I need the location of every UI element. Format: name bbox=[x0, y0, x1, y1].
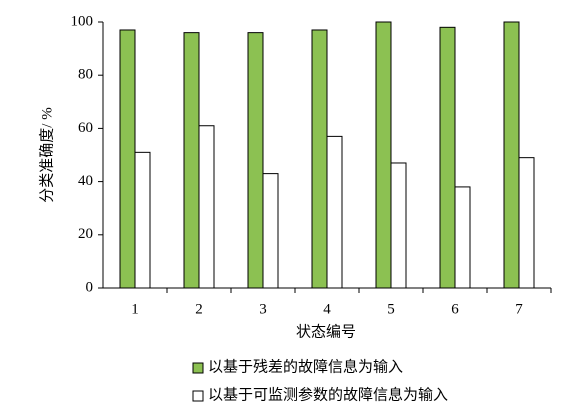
legend-swatch bbox=[192, 390, 204, 402]
y-tick-label: 40 bbox=[78, 173, 93, 189]
bar bbox=[134, 151, 151, 289]
x-tick-label: 3 bbox=[259, 301, 267, 317]
bar bbox=[247, 32, 264, 289]
x-tick-label: 7 bbox=[515, 301, 523, 317]
legend-label: 以基于残差的故障信息为输入 bbox=[208, 357, 403, 375]
bar bbox=[311, 29, 328, 289]
y-tick-label: 80 bbox=[78, 67, 93, 83]
x-tick-label: 6 bbox=[451, 301, 459, 317]
x-tick-label: 2 bbox=[195, 301, 203, 317]
bar bbox=[326, 135, 343, 289]
y-tick-label: 0 bbox=[86, 279, 94, 295]
legend-label: 以基于可监测参数的故障信息为输入 bbox=[208, 385, 448, 403]
bar bbox=[503, 21, 520, 289]
y-tick-label: 100 bbox=[71, 13, 94, 29]
y-tick-label: 60 bbox=[78, 120, 93, 136]
bar bbox=[439, 26, 456, 289]
bar bbox=[375, 21, 392, 289]
bar bbox=[119, 29, 136, 289]
x-tick-label: 1 bbox=[131, 301, 139, 317]
x-tick-label: 4 bbox=[323, 301, 331, 317]
bar bbox=[262, 173, 279, 289]
y-tick-label: 20 bbox=[78, 226, 93, 242]
y-axis-label: 分类准确度/ % bbox=[38, 107, 55, 202]
legend-swatch bbox=[192, 362, 204, 374]
bar bbox=[518, 157, 535, 289]
x-tick-label: 5 bbox=[387, 301, 395, 317]
bar bbox=[183, 32, 200, 289]
bar bbox=[390, 162, 407, 289]
bar bbox=[198, 125, 215, 289]
bar bbox=[454, 186, 471, 289]
x-axis-label: 状态编号 bbox=[296, 323, 356, 340]
